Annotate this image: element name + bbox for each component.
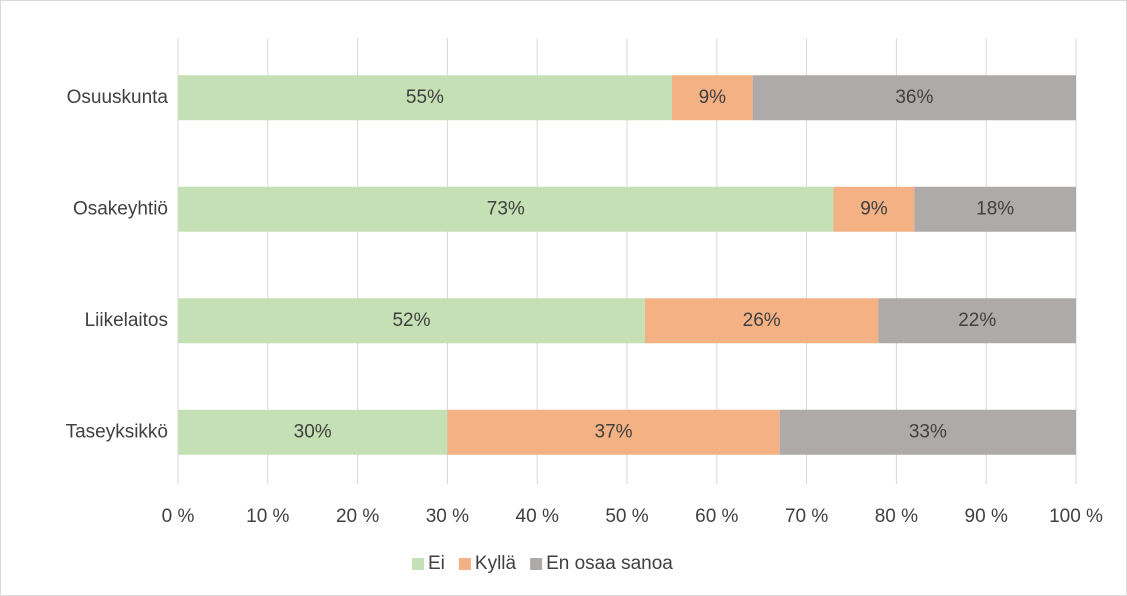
data-label: 52% — [392, 310, 430, 331]
legend-label: Kyllä — [475, 553, 517, 574]
data-label: 22% — [958, 310, 996, 331]
bar-segment — [178, 409, 448, 455]
legend-label: En osaa sanoa — [546, 553, 673, 574]
x-tick-label: 100 % — [1049, 506, 1103, 527]
data-label: 73% — [487, 198, 525, 219]
legend-swatch — [412, 558, 424, 570]
x-tick-label: 50 % — [605, 506, 648, 527]
legend-swatch — [458, 558, 471, 570]
y-tick-label: Osakeyhtiö — [73, 198, 168, 219]
bar-segment — [833, 186, 915, 232]
legend-swatch — [530, 558, 543, 570]
bar-segment — [178, 75, 672, 121]
y-tick-label: Taseyksikkö — [66, 421, 168, 442]
bar-segment — [644, 298, 879, 344]
legend-label: Ei — [428, 553, 445, 574]
data-label: 18% — [976, 198, 1014, 219]
bar-segment — [878, 298, 1076, 344]
bar-segment — [779, 409, 1076, 455]
data-label: 9% — [699, 87, 727, 108]
y-tick-label: Osuuskunta — [67, 87, 169, 108]
data-label: 37% — [595, 421, 633, 442]
x-tick-label: 60 % — [695, 506, 738, 527]
x-tick-label: 10 % — [246, 506, 289, 527]
x-tick-label: 0 % — [162, 506, 195, 527]
data-label: 9% — [860, 198, 888, 219]
y-tick-label: Liikelaitos — [85, 310, 168, 331]
data-label: 55% — [406, 87, 444, 108]
data-label: 33% — [909, 421, 947, 442]
x-tick-label: 90 % — [965, 506, 1008, 527]
x-tick-label: 70 % — [785, 506, 828, 527]
data-label: 30% — [294, 421, 332, 442]
x-tick-label: 20 % — [336, 506, 379, 527]
x-tick-label: 80 % — [875, 506, 918, 527]
x-tick-label: 30 % — [426, 506, 469, 527]
x-tick-label: 40 % — [516, 506, 559, 527]
bar-segment — [178, 186, 834, 232]
data-label: 26% — [743, 310, 781, 331]
bar-segment — [914, 186, 1076, 232]
data-label: 36% — [895, 87, 933, 108]
bar-segment — [671, 75, 753, 121]
bar-segment — [752, 75, 1076, 121]
bar-segment — [178, 298, 645, 344]
bar-segment — [447, 409, 780, 455]
